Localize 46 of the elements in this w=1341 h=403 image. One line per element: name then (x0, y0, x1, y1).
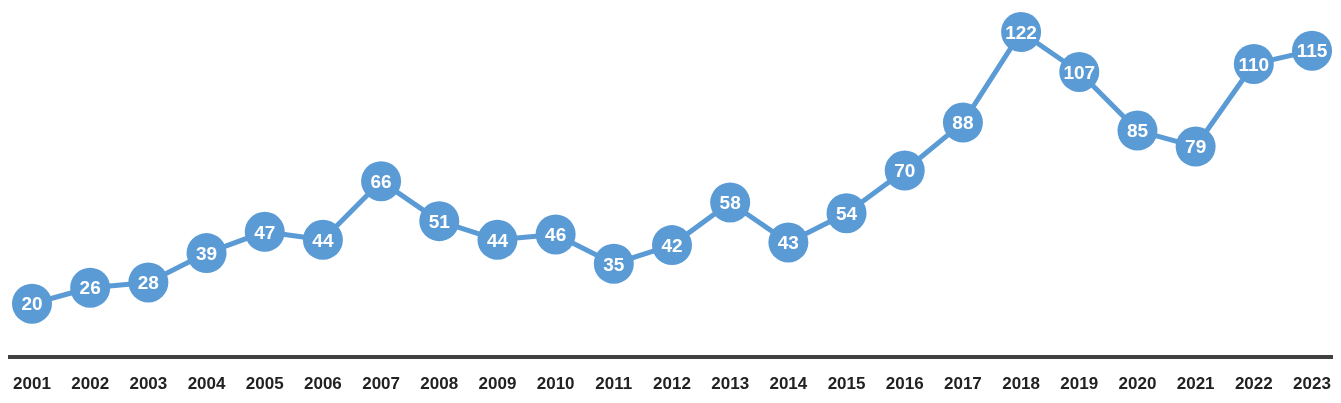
data-label: 43 (777, 232, 799, 254)
data-label: 44 (312, 229, 334, 251)
data-label: 44 (486, 229, 509, 251)
data-label: 88 (952, 112, 974, 134)
data-label: 115 (1296, 40, 1328, 62)
x-tick-label: 2013 (711, 374, 750, 394)
x-tick-label: 2022 (1234, 374, 1273, 394)
x-tick-label: 2005 (245, 374, 284, 394)
data-label: 66 (370, 170, 392, 192)
data-label: 46 (545, 224, 567, 246)
x-tick-label: 2018 (1002, 374, 1041, 394)
data-label: 70 (894, 160, 916, 182)
x-tick-label: 2009 (478, 374, 517, 394)
x-tick-label: 2019 (1060, 374, 1099, 394)
data-label: 79 (1185, 136, 1207, 158)
data-label: 28 (137, 272, 159, 294)
data-label: 20 (21, 293, 43, 315)
data-label: 42 (661, 234, 683, 256)
data-label: 122 (1005, 21, 1037, 43)
x-tick-label: 2012 (653, 374, 691, 394)
data-label: 54 (835, 202, 858, 224)
data-label: 107 (1063, 61, 1096, 83)
data-label: 58 (719, 192, 741, 214)
x-tick-label: 2008 (420, 374, 459, 394)
x-tick-label: 2002 (71, 374, 110, 394)
data-label: 39 (195, 242, 218, 264)
x-tick-label: 2015 (827, 374, 866, 394)
x-tick-label: 2003 (129, 374, 168, 394)
x-tick-label: 2004 (187, 374, 226, 394)
x-tick-label: 2010 (536, 374, 575, 394)
x-tick-label: 2011 (595, 374, 633, 394)
data-label: 110 (1238, 53, 1270, 75)
data-label: 85 (1126, 120, 1149, 142)
x-tick-label: 2007 (362, 374, 400, 394)
data-label: 47 (254, 221, 276, 243)
data-label: 51 (428, 210, 451, 232)
data-label: 26 (79, 277, 101, 299)
x-tick-label: 2017 (944, 374, 982, 394)
data-label: 35 (603, 253, 625, 275)
x-tick-label: 2021 (1176, 374, 1215, 394)
x-tick-label: 2006 (304, 374, 342, 394)
x-tick-label: 2020 (1118, 374, 1157, 394)
x-tick-label: 2001 (13, 374, 51, 394)
x-tick-label: 2016 (885, 374, 924, 394)
x-tick-label: 2014 (769, 374, 808, 394)
x-tick-label: 2023 (1293, 374, 1331, 394)
